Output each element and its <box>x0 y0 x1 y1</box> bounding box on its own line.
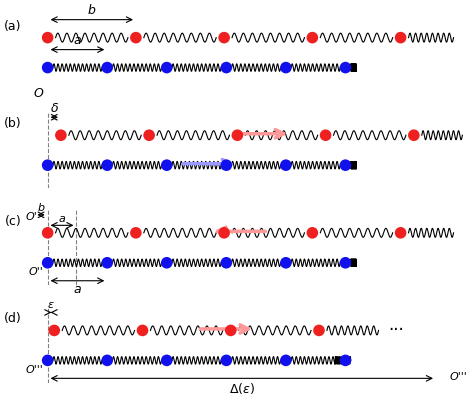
Point <box>282 162 290 168</box>
Text: ···: ··· <box>388 322 404 340</box>
Point <box>397 34 404 41</box>
Point <box>222 260 230 266</box>
Text: O: O <box>34 87 44 100</box>
Point <box>163 64 171 71</box>
Text: O''': O''' <box>26 365 43 375</box>
Point <box>44 64 52 71</box>
Point <box>234 132 241 138</box>
Point <box>222 64 230 71</box>
Text: $\epsilon$: $\epsilon$ <box>47 300 55 310</box>
Point <box>282 64 290 71</box>
Point <box>222 357 230 364</box>
Point <box>163 260 171 266</box>
Point <box>103 357 111 364</box>
Point <box>44 162 52 168</box>
Point <box>222 162 230 168</box>
Point <box>44 260 52 266</box>
Point <box>44 230 52 236</box>
Text: (b): (b) <box>3 117 21 130</box>
Point <box>103 260 111 266</box>
Point <box>309 230 316 236</box>
Text: O': O' <box>26 212 37 222</box>
Point <box>132 34 140 41</box>
Text: a: a <box>73 283 81 296</box>
Text: b: b <box>37 202 45 212</box>
Point <box>342 162 349 168</box>
Point <box>103 64 111 71</box>
Text: b: b <box>88 4 96 18</box>
Point <box>282 357 290 364</box>
Point <box>139 327 146 334</box>
Point <box>132 230 140 236</box>
Point <box>315 327 323 334</box>
Text: (c): (c) <box>4 215 21 228</box>
Point <box>322 132 329 138</box>
Point <box>44 357 52 364</box>
Point <box>163 162 171 168</box>
Point <box>146 132 153 138</box>
Point <box>342 357 349 364</box>
Point <box>50 327 58 334</box>
Point <box>227 327 235 334</box>
Point <box>410 132 418 138</box>
Text: O'': O'' <box>28 267 43 277</box>
Text: a: a <box>59 214 65 224</box>
Point <box>44 34 52 41</box>
Point <box>342 64 349 71</box>
Point <box>282 260 290 266</box>
Point <box>220 34 228 41</box>
Point <box>309 34 316 41</box>
Text: $\Delta(\epsilon)$: $\Delta(\epsilon)$ <box>229 380 255 396</box>
Point <box>220 230 228 236</box>
Point <box>57 132 64 138</box>
Text: O''': O''' <box>449 372 467 382</box>
Text: a: a <box>73 34 81 47</box>
Text: $\delta$: $\delta$ <box>50 102 59 115</box>
Point <box>163 357 171 364</box>
Text: (d): (d) <box>3 312 21 326</box>
Point <box>342 260 349 266</box>
Point <box>397 230 404 236</box>
Point <box>103 162 111 168</box>
Text: (a): (a) <box>4 20 21 33</box>
